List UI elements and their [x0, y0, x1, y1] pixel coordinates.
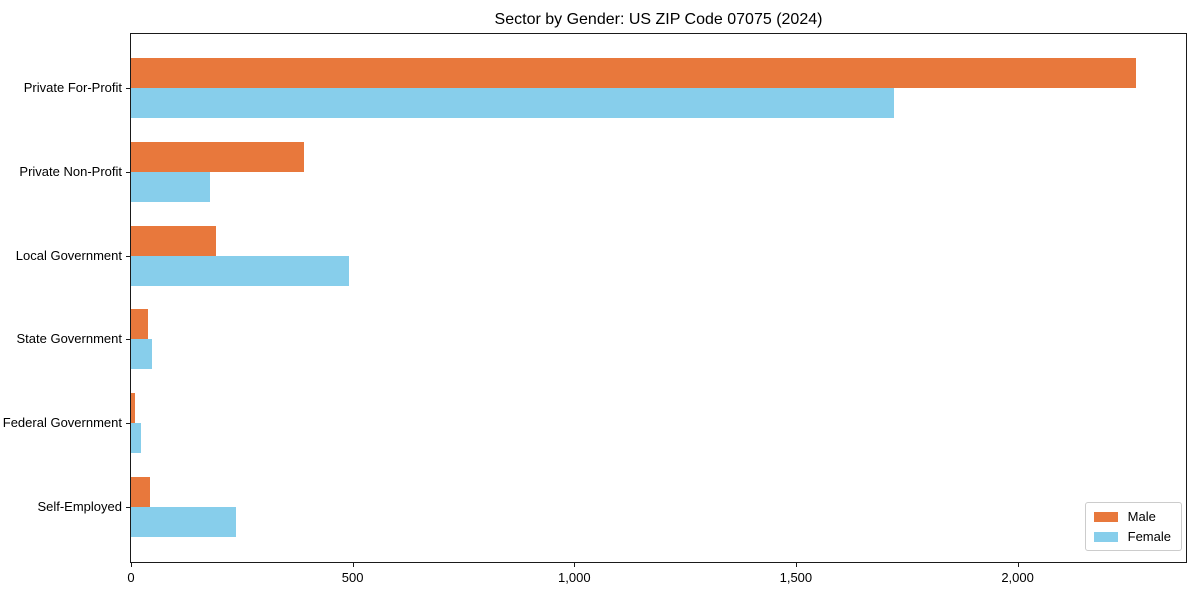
plot-area [130, 33, 1187, 563]
bar-female-self-employed [131, 507, 237, 537]
x-tick-mark [574, 563, 576, 567]
legend: Male Female [1084, 502, 1182, 551]
x-tick-mark [1017, 563, 1019, 567]
y-tick-mark [126, 255, 130, 257]
y-tick-label-self-employed: Self-Employed [37, 499, 122, 514]
y-tick-label-federal-government: Federal Government [2, 415, 122, 431]
bar-female-local-government [131, 255, 349, 286]
bar-female-state-government [131, 339, 152, 370]
y-tick-mark [126, 423, 130, 425]
x-tick-mark [131, 563, 132, 567]
bar-female-federal-government [131, 423, 141, 454]
bar-female-private-for-profit [131, 88, 895, 118]
x-tick-label-0: 0 [127, 570, 135, 585]
x-tick-mark [795, 563, 797, 567]
legend-label-female: Female [1127, 529, 1171, 544]
legend-swatch-male [1093, 511, 1118, 522]
chart-title: Sector by Gender: US ZIP Code 07075 (202… [494, 11, 823, 28]
x-tick-label-2-000: 2,000 [1001, 570, 1034, 585]
y-tick-mark [126, 88, 130, 89]
bar-male-federal-government [131, 393, 135, 424]
bar-female-private-non-profit [131, 171, 210, 202]
bar-male-private-non-profit [131, 141, 304, 172]
bars-container [131, 34, 1186, 562]
x-tick-mark [352, 563, 354, 567]
bar-male-local-government [131, 225, 216, 256]
y-tick-label-state-government: State Government [16, 331, 123, 347]
x-tick-label-1-000: 1,000 [558, 570, 591, 585]
y-tick-mark [126, 507, 130, 508]
legend-entry-female: Female [1093, 529, 1171, 544]
y-tick-label-private-non-profit: Private Non-Profit [19, 163, 122, 179]
legend-entry-male: Male [1093, 509, 1171, 524]
legend-label-male: Male [1127, 509, 1156, 524]
y-tick-label-private-for-profit: Private For-Profit [23, 80, 122, 95]
bar-male-self-employed [131, 477, 151, 507]
legend-swatch-female [1093, 531, 1118, 542]
x-tick-label-1-500: 1,500 [779, 570, 813, 585]
bar-male-private-for-profit [131, 58, 1136, 88]
y-tick-mark [126, 171, 130, 173]
y-tick-label-local-government: Local Government [15, 247, 122, 263]
y-tick-mark [126, 339, 130, 341]
x-tick-label-500: 500 [341, 570, 364, 585]
bar-male-state-government [131, 309, 148, 340]
